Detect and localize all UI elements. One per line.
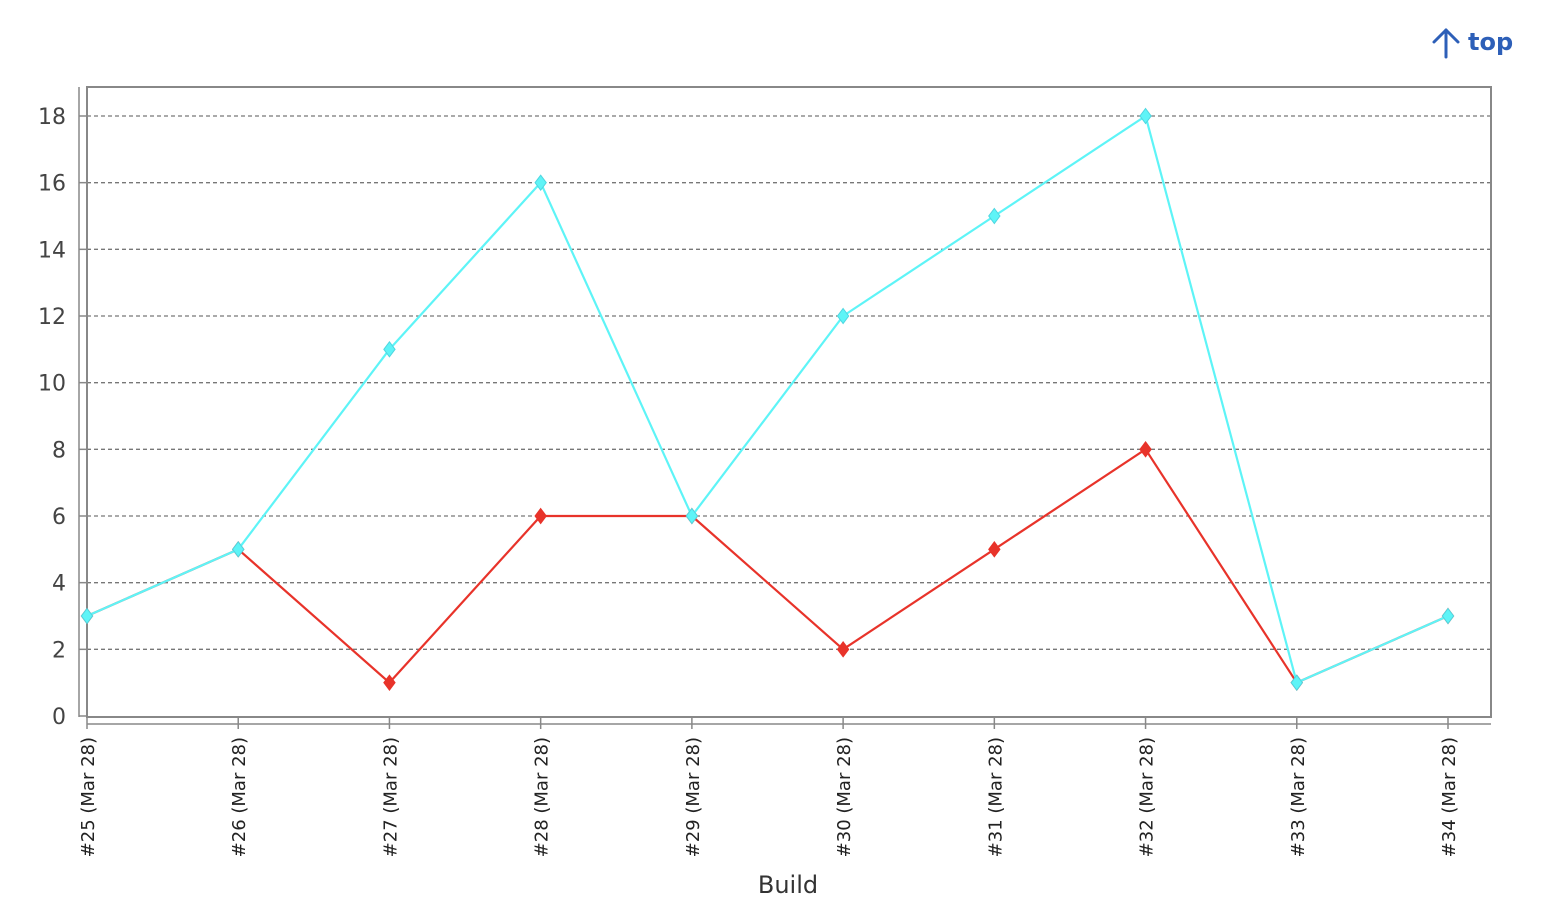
y-tick-label: 16 bbox=[38, 172, 66, 197]
data-point-1 bbox=[1441, 607, 1455, 625]
data-point-1 bbox=[1290, 674, 1304, 692]
data-point-0 bbox=[534, 507, 547, 525]
data-point-1 bbox=[534, 174, 547, 192]
x-tick-label: #30 (Mar 28) bbox=[834, 737, 855, 857]
data-point-0 bbox=[836, 640, 850, 658]
plot-frame bbox=[86, 86, 1492, 718]
data-point-0 bbox=[988, 540, 1001, 558]
x-tick-label: #28 (Mar 28) bbox=[532, 737, 553, 857]
data-point-0 bbox=[383, 674, 396, 692]
y-axis: 0 2 4 6 8 10 12 14 16 18 bbox=[38, 87, 87, 730]
x-tick-label: #32 (Mar 28) bbox=[1137, 737, 1158, 857]
data-point-1 bbox=[383, 340, 396, 358]
x-tick-label: #27 (Mar 28) bbox=[380, 737, 401, 857]
data-point-1 bbox=[685, 507, 699, 525]
grid-lines bbox=[87, 115, 1491, 650]
data-point-1 bbox=[988, 207, 1001, 225]
y-tick-label: 8 bbox=[52, 438, 66, 463]
x-tick-label: #34 (Mar 28) bbox=[1439, 737, 1460, 857]
y-tick-label: 4 bbox=[52, 572, 66, 597]
series-line-1 bbox=[86, 114, 1449, 684]
y-tick-label: 10 bbox=[38, 372, 66, 397]
y-tick-label: 2 bbox=[52, 638, 66, 663]
x-tick-label: #25 (Mar 28) bbox=[78, 737, 99, 857]
data-point-1 bbox=[836, 307, 850, 325]
data-point-1 bbox=[80, 607, 94, 625]
y-tick-label: 12 bbox=[38, 305, 66, 330]
x-tick-label: #26 (Mar 28) bbox=[229, 737, 250, 857]
y-tick-label: 6 bbox=[52, 505, 66, 530]
x-axis-title: Build bbox=[758, 871, 818, 899]
x-axis: #25 (Mar 28) #26 (Mar 28) #27 (Mar 28) #28 … bbox=[78, 717, 1491, 857]
x-tick-label: #33 (Mar 28) bbox=[1288, 737, 1309, 857]
y-tick-label: 0 bbox=[52, 705, 66, 730]
data-point-1 bbox=[231, 540, 245, 558]
series-line-0 bbox=[86, 448, 1449, 684]
y-tick-label: 18 bbox=[38, 105, 66, 130]
arrow-up-icon bbox=[1428, 24, 1464, 60]
series-layer bbox=[80, 107, 1455, 692]
data-point-0 bbox=[1139, 440, 1152, 458]
y-tick-label: 14 bbox=[38, 238, 66, 263]
top-link[interactable]: top bbox=[1428, 22, 1513, 62]
top-link-label: top bbox=[1468, 28, 1514, 56]
x-tick-label: #31 (Mar 28) bbox=[985, 737, 1006, 857]
data-point-1 bbox=[1139, 107, 1152, 125]
x-tick-label: #29 (Mar 28) bbox=[683, 737, 704, 857]
